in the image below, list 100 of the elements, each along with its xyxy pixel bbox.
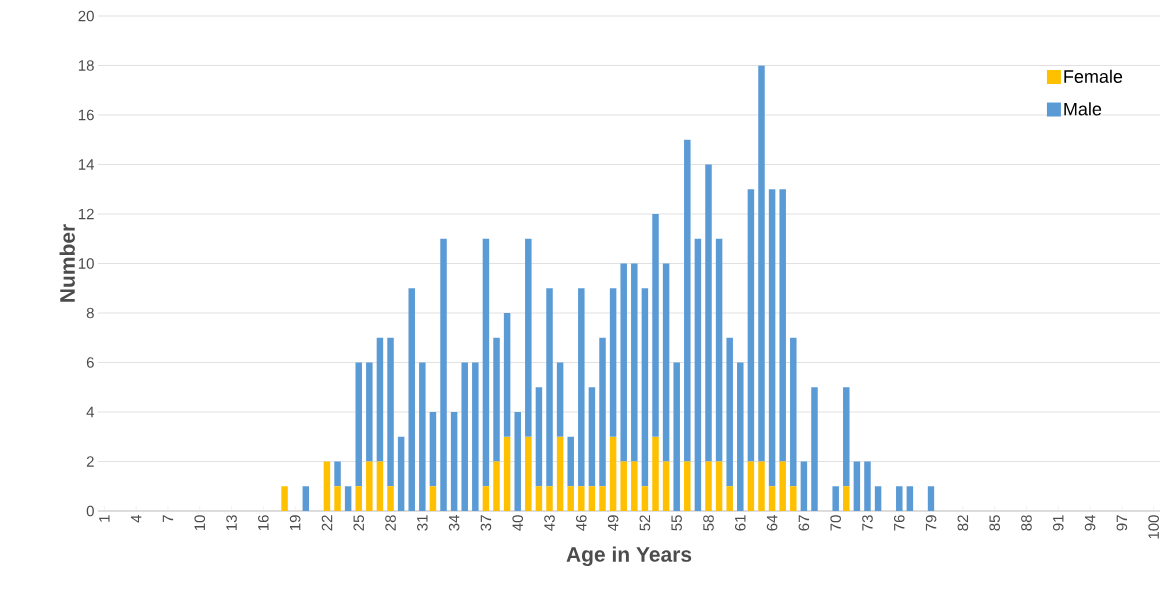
x-tick-label: 4	[131, 514, 142, 523]
x-tick-label: 49	[607, 515, 619, 531]
y-tick-label: 18	[78, 60, 94, 71]
bar	[832, 486, 839, 511]
y-tick-label: 10	[78, 258, 94, 269]
bar	[747, 461, 755, 511]
bar	[609, 288, 617, 437]
bar	[355, 362, 362, 487]
bar	[620, 461, 627, 511]
bar	[525, 238, 532, 437]
y-axis-title: Number	[59, 224, 75, 302]
bar	[662, 263, 670, 462]
bar	[790, 486, 797, 511]
bar	[323, 461, 331, 511]
bar	[503, 436, 511, 511]
x-tick-label: 22	[321, 515, 333, 531]
bar	[567, 436, 574, 487]
bar	[281, 486, 288, 511]
legend-label: Female	[1064, 69, 1123, 83]
bar	[493, 337, 500, 462]
bar	[376, 337, 384, 462]
x-tick-label: 67	[798, 515, 810, 531]
y-tick-label: 12	[78, 208, 94, 220]
bar	[514, 412, 521, 511]
bar	[302, 486, 309, 511]
x-tick-label: 70	[830, 515, 841, 531]
y-tick-label: 6	[86, 357, 94, 368]
y-tick-label: 14	[78, 159, 95, 170]
bar	[896, 486, 903, 511]
bar	[334, 461, 341, 487]
x-tick-label: 94	[1084, 514, 1096, 531]
bar	[429, 486, 437, 511]
bar	[482, 486, 490, 511]
x-tick-label: 19	[289, 515, 301, 531]
y-tick-label: 16	[78, 109, 94, 121]
x-tick-label: 88	[1021, 515, 1032, 531]
bar	[397, 436, 405, 511]
x-tick-label: 31	[417, 515, 428, 531]
x-tick-label: 91	[1052, 515, 1064, 531]
x-tick-label: 1	[99, 515, 110, 522]
x-tick-label: 16	[258, 515, 269, 531]
x-tick-label: 100	[1148, 515, 1159, 539]
bar	[556, 436, 564, 511]
bar	[482, 238, 490, 487]
x-tick-label: 7	[162, 515, 174, 523]
x-tick-label: 73	[862, 515, 873, 531]
bar	[546, 288, 553, 487]
x-tick-label: 55	[671, 515, 682, 531]
bar	[652, 436, 659, 511]
bar	[493, 461, 500, 511]
bar	[578, 288, 585, 487]
bar	[715, 461, 723, 511]
bar	[556, 362, 564, 437]
bar	[578, 486, 585, 511]
bar	[631, 461, 638, 511]
bar	[758, 461, 765, 511]
bar	[811, 387, 818, 511]
x-tick-label: 28	[385, 515, 396, 531]
bar	[344, 486, 352, 511]
bar	[705, 164, 712, 462]
bar	[631, 263, 638, 462]
x-tick-label: 82	[957, 515, 969, 531]
bar	[715, 238, 723, 462]
bar	[429, 412, 437, 487]
x-tick-label: 10	[194, 515, 206, 531]
x-tick-label: 34	[448, 514, 460, 531]
bar	[747, 189, 755, 462]
bar	[779, 189, 786, 462]
bar	[843, 486, 850, 511]
bar	[355, 486, 362, 511]
bar	[567, 486, 574, 511]
bar	[366, 362, 373, 462]
bar	[440, 238, 447, 511]
bar	[768, 486, 776, 511]
bar	[419, 362, 426, 511]
x-tick-label: 52	[639, 515, 651, 531]
bar	[874, 486, 882, 511]
x-tick-label: 37	[480, 515, 492, 531]
bar	[843, 387, 850, 487]
bar	[864, 461, 871, 511]
bar	[450, 412, 458, 511]
x-tick-label: 25	[353, 515, 365, 531]
bar	[662, 461, 670, 511]
bar	[387, 486, 394, 511]
bar	[408, 288, 415, 511]
bar	[800, 461, 808, 511]
bar	[684, 461, 691, 511]
bar	[758, 65, 765, 462]
bar	[525, 436, 532, 511]
x-tick-label: 13	[226, 515, 237, 531]
bar	[726, 337, 733, 487]
x-tick-label: 85	[989, 515, 1000, 531]
bar	[599, 337, 606, 487]
bar	[620, 263, 627, 462]
bar	[376, 461, 384, 511]
bar	[366, 461, 373, 511]
bar	[387, 337, 394, 487]
bar	[790, 337, 797, 487]
bar	[779, 461, 786, 511]
x-tick-label: 46	[576, 515, 587, 531]
